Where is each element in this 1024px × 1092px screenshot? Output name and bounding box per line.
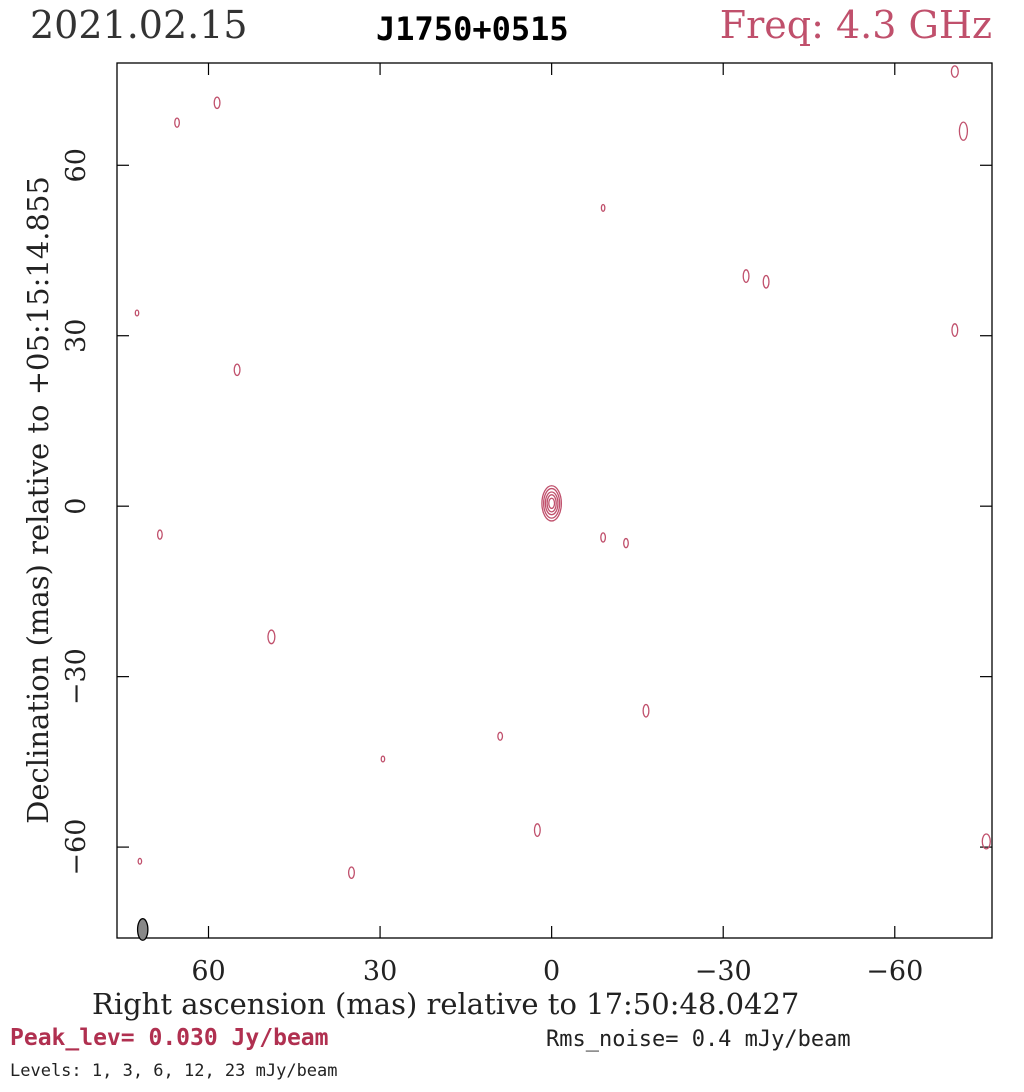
y-tick-label: 0 [61,498,92,515]
contour-plot: 60 30 0 −30 −60 60 30 0 −30 −60 [61,62,993,987]
source-name: J1750+0515 [376,10,569,48]
plot-frame [116,62,993,939]
x-tick-label: 60 [191,956,225,987]
x-tick-label: 0 [543,956,560,987]
noise-contour [233,363,241,377]
y-tick-label: −30 [61,648,92,705]
tick-labels: 60 30 0 −30 −60 60 30 0 −30 −60 [61,148,923,987]
rms-noise: Rms_noise= 0.4 mJy/beam [546,1027,851,1052]
axis-ticks [117,63,992,938]
core-contours [541,485,563,522]
noise-contour [134,309,140,317]
noise-contour [623,537,629,549]
noise-contour [642,703,650,718]
core-contour [541,485,563,522]
x-tick-label: 30 [363,956,397,987]
noise-contour [981,833,991,850]
beam [136,918,149,941]
noise-contour [137,857,143,865]
noise-contour [497,731,504,741]
noise-contour [156,529,163,540]
contour-levels: Levels: 1, 3, 6, 12, 23 mJy/beam [10,1061,338,1081]
y-tick-label: −60 [61,819,92,876]
noise-contour [600,203,606,212]
y-tick-label: 30 [61,319,92,353]
noise-contour [533,823,541,837]
x-axis-label: Right ascension (mas) relative to 17:50:… [92,987,800,1021]
noise-contour [174,117,180,128]
noise-contours [134,65,991,879]
core-contour [542,487,561,519]
noise-contour [762,274,770,289]
noise-contour [347,866,355,879]
frequency-label: Freq: 4.3 GHz [719,3,992,47]
core-contour [548,497,556,510]
noise-contour [951,323,959,337]
beam-ellipse [136,918,149,941]
core-contour [546,494,557,513]
noise-contour [950,65,959,78]
noise-contour [742,269,750,283]
x-tick-label: −60 [866,956,923,987]
observation-date: 2021.02.15 [30,3,248,47]
noise-contour [380,755,386,763]
noise-contour [213,96,221,110]
y-tick-label: 60 [61,148,92,182]
core-contour [544,491,559,516]
y-axis-label: Declination (mas) relative to +05:15:14.… [21,176,55,824]
noise-contour [267,629,276,645]
peak-level: Peak_lev= 0.030 Jy/beam [10,1025,329,1051]
noise-contour [958,121,969,141]
x-tick-label: −30 [695,956,752,987]
noise-contour [600,532,607,543]
